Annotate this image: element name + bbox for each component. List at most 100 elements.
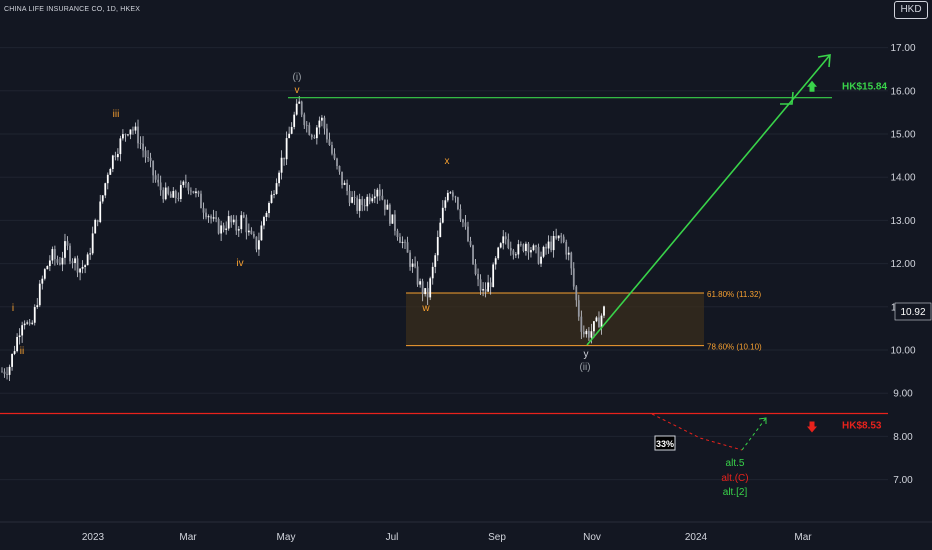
y-tick-label: 13.00: [890, 216, 915, 227]
candle: [404, 239, 406, 250]
candle: [205, 208, 207, 220]
candle: [265, 211, 268, 222]
candle: [585, 328, 588, 338]
candle: [366, 194, 369, 212]
candle: [343, 180, 346, 186]
candle: [152, 160, 155, 183]
y-tick-label: 8.00: [893, 432, 913, 443]
candle: [416, 261, 419, 287]
candle: [595, 316, 598, 323]
fib-upper-label: 61.80% (11.32): [707, 290, 761, 299]
candle: [492, 262, 495, 288]
fib-retracement-zone: [406, 292, 704, 346]
candle: [182, 180, 185, 188]
candle: [11, 353, 13, 371]
candle: [167, 186, 170, 196]
candle: [192, 190, 195, 194]
candle: [210, 214, 212, 224]
fib-lower-label: 78.60% (10.10): [707, 343, 762, 352]
wave-label: x: [445, 156, 450, 167]
time-axis[interactable]: 2023 Mar May Jul Sep Nov 2024 Mar: [0, 521, 932, 543]
candle: [227, 210, 230, 231]
candle: [593, 320, 595, 338]
candle: [172, 187, 175, 198]
candle: [61, 251, 64, 272]
wave-label: (ii): [579, 362, 590, 373]
candle: [215, 211, 218, 223]
candle: [603, 305, 605, 319]
candle: [305, 120, 308, 133]
candle: [300, 100, 303, 118]
candle: [479, 274, 482, 295]
x-tick-label: Sep: [488, 532, 506, 543]
x-tick-label: 2023: [82, 532, 105, 543]
candle: [449, 191, 452, 195]
candle: [310, 133, 313, 140]
candle: [313, 134, 316, 139]
candle: [411, 258, 414, 273]
candlestick-series: [1, 96, 605, 381]
candle: [278, 170, 280, 187]
candle: [64, 233, 66, 265]
candle: [572, 262, 575, 290]
candle: [101, 194, 104, 204]
candle: [273, 190, 275, 199]
down-arrow-icon: [807, 421, 817, 433]
level-label: HK$15.84: [842, 82, 887, 93]
candle: [275, 178, 278, 195]
candle: [527, 241, 530, 260]
candle: [517, 239, 520, 259]
x-tick-label: 2024: [685, 532, 708, 543]
candle: [116, 148, 119, 161]
candle: [459, 204, 462, 223]
candle: [368, 193, 371, 205]
candle: [159, 175, 162, 196]
currency-button[interactable]: HKD: [894, 1, 928, 19]
candle: [373, 188, 376, 204]
candle: [38, 280, 41, 308]
last-price-badge: [894, 302, 932, 321]
candle: [391, 214, 394, 224]
candle: [446, 190, 449, 203]
candle: [499, 242, 502, 249]
candle: [76, 255, 79, 278]
alt-path-arrowhead: [758, 417, 767, 424]
candle: [550, 235, 553, 253]
candle: [255, 236, 258, 253]
candle: [484, 282, 487, 298]
candle: [1, 367, 3, 373]
candle: [431, 262, 434, 285]
candle: [383, 199, 386, 216]
alt-label: alt.(C): [721, 473, 748, 484]
candle: [23, 320, 26, 330]
wave-label: iii: [113, 109, 120, 120]
candle: [6, 367, 8, 380]
candle: [333, 148, 336, 161]
candle: [487, 274, 490, 292]
candle: [21, 321, 24, 343]
candle: [51, 246, 54, 264]
candle: [555, 228, 558, 240]
candle: [230, 215, 233, 228]
candle: [104, 182, 107, 199]
candle: [489, 277, 492, 295]
candle: [525, 241, 527, 256]
wave-label: ii: [20, 346, 24, 357]
candle: [43, 268, 46, 281]
candle: [519, 241, 522, 247]
candle: [195, 187, 197, 198]
candle: [177, 192, 180, 202]
alt-label: alt.[2]: [723, 487, 748, 498]
candle: [469, 236, 472, 248]
candle: [570, 251, 573, 275]
candle: [119, 135, 122, 162]
candle: [197, 190, 200, 197]
candle: [353, 190, 356, 205]
x-tick-label: Mar: [794, 532, 812, 543]
candle: [477, 268, 479, 287]
candle: [567, 246, 570, 261]
candle: [149, 152, 152, 168]
candle: [502, 230, 505, 250]
candle: [18, 328, 21, 345]
